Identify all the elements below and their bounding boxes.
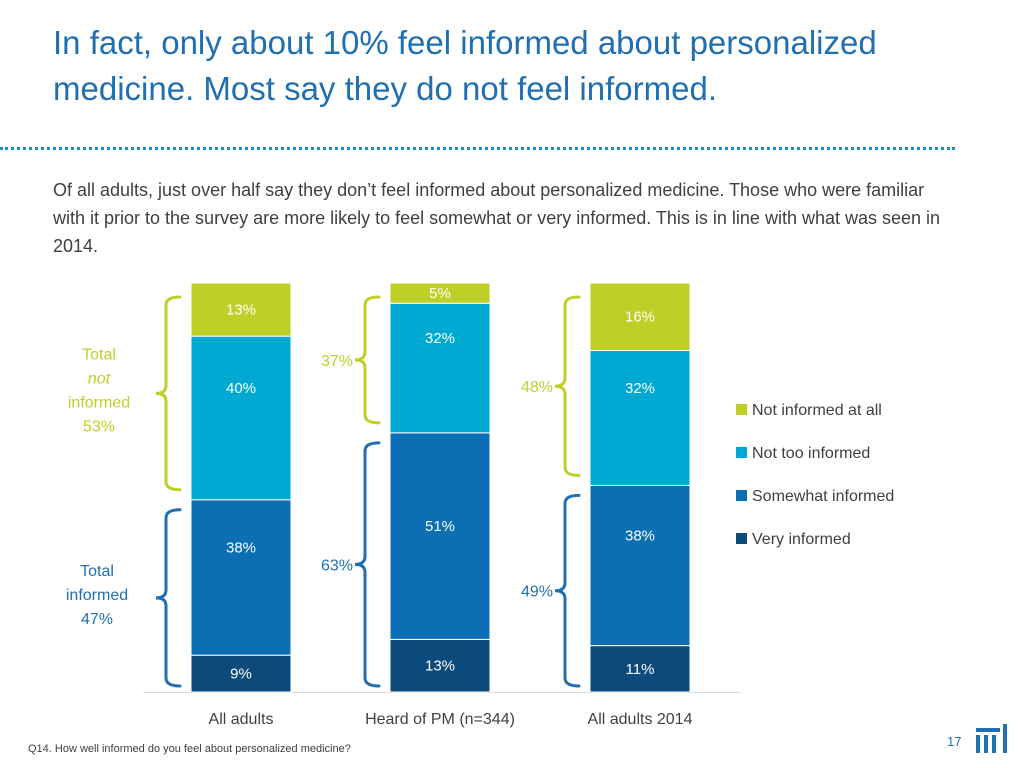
data-label-very-informed-all-adults: 9%	[230, 666, 252, 683]
annotation-informed-line-0: Total	[80, 563, 114, 580]
annotation-not-informed-line-0: Total	[82, 346, 116, 363]
data-label-not-too-informed-all-adults-2014: 32%	[625, 380, 655, 397]
title-divider	[0, 147, 955, 150]
legend-swatch-not-informed-at-all	[736, 404, 747, 415]
annotation-not-informed-line-2: informed	[68, 394, 130, 411]
annotation-not-informed-line-1: not	[88, 370, 111, 387]
slide-subtitle: Of all adults, just over half say they d…	[53, 180, 941, 256]
legend-label-somewhat-informed: Somewhat informed	[752, 488, 894, 505]
legend-swatch-very-informed	[736, 533, 747, 544]
data-label-very-informed-all-adults-2014: 11%	[626, 661, 655, 678]
legend-label-not-too-informed: Not too informed	[752, 445, 870, 462]
data-label-not-too-informed-heard-of-pm-n-344: 32%	[425, 330, 455, 347]
bar-not-informed-at-all-all-adults	[190, 282, 292, 337]
slide-title: In fact, only about 10% feel informed ab…	[53, 24, 877, 107]
bar-not-informed-at-all-all-adults-2014	[589, 282, 691, 351]
bar-somewhat-informed-all-adults	[190, 499, 292, 656]
category-label-all-adults: All adults	[209, 711, 274, 728]
bar-very-informed-all-adults	[190, 654, 292, 693]
legend-label-not-informed-at-all: Not informed at all	[752, 402, 882, 419]
page-number: 17	[947, 734, 962, 749]
brace-not-informed-all-adults-2014	[554, 295, 581, 477]
data-label-not-informed-at-all-all-adults: 13%	[226, 302, 256, 319]
category-label-all-adults-2014: All adults 2014	[588, 711, 693, 728]
annotation-not-informed-heard-of-pm-n-344: 37%	[321, 353, 353, 370]
bar-not-too-informed-all-adults	[190, 335, 292, 501]
data-label-very-informed-heard-of-pm-n-344: 13%	[425, 658, 455, 675]
bar-somewhat-informed-all-adults-2014	[589, 484, 691, 647]
legend-label-very-informed: Very informed	[752, 531, 851, 548]
data-label-somewhat-informed-all-adults: 38%	[226, 539, 256, 556]
data-label-not-too-informed-all-adults: 40%	[226, 380, 256, 397]
bar-not-too-informed-all-adults-2014	[589, 349, 691, 486]
bar-very-informed-all-adults-2014	[589, 645, 691, 693]
annotation-informed-all-adults-2014: 49%	[521, 584, 553, 601]
brace-not-informed-heard-of-pm-n-344	[354, 295, 381, 425]
bar-very-informed-heard-of-pm-n-344	[389, 638, 491, 693]
brace-informed-all-adults-2014	[554, 493, 581, 688]
brace-informed-all-adults	[155, 508, 182, 688]
data-label-not-informed-at-all-all-adults-2014: 16%	[625, 309, 655, 326]
category-label-heard-of-pm-n-344: Heard of PM (n=344)	[365, 711, 515, 728]
company-logo-icon	[976, 724, 1007, 753]
annotation-not-informed-all-adults-2014: 48%	[521, 379, 553, 396]
legend-swatch-somewhat-informed	[736, 490, 747, 501]
bar-somewhat-informed-heard-of-pm-n-344	[389, 432, 491, 640]
annotation-informed-line-1: informed	[66, 587, 128, 604]
data-label-somewhat-informed-all-adults-2014: 38%	[625, 528, 655, 545]
legend-swatch-not-too-informed	[736, 447, 747, 458]
data-label-somewhat-informed-heard-of-pm-n-344: 51%	[425, 518, 455, 535]
footnote: Q14. How well informed do you feel about…	[28, 743, 351, 755]
bar-not-informed-at-all-heard-of-pm-n-344	[389, 282, 491, 304]
data-label-not-informed-at-all-heard-of-pm-n-344: 5%	[429, 285, 451, 302]
brace-informed-heard-of-pm-n-344	[354, 441, 381, 688]
annotation-not-informed-line-3: 53%	[83, 418, 115, 435]
annotation-informed-heard-of-pm-n-344: 63%	[321, 557, 353, 574]
brace-not-informed-all-adults	[155, 295, 182, 492]
annotation-informed-line-2: 47%	[81, 611, 113, 628]
bar-not-too-informed-heard-of-pm-n-344	[389, 302, 491, 434]
